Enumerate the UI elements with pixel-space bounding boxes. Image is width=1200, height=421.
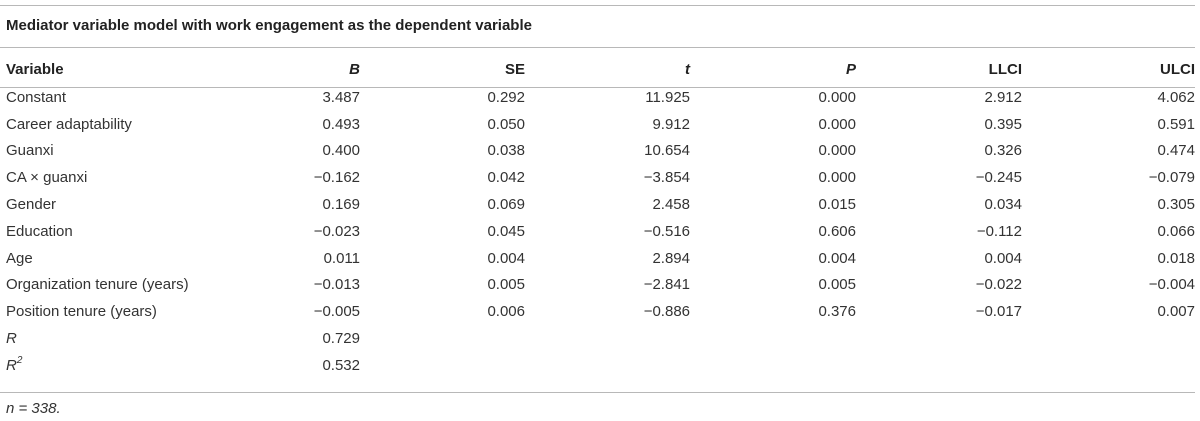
cell-t: −0.886 [643, 303, 690, 321]
top-rule [0, 5, 1195, 6]
column-header-se: SE [504, 60, 525, 78]
cell-llci: −0.112 [976, 222, 1022, 240]
table-row: Age 0.011 0.004 2.894 0.004 0.004 0.018 [0, 245, 1195, 272]
table-row: Constant 3.487 0.292 11.925 0.000 2.912 4.062 [0, 84, 1195, 111]
cell-variable: Career adaptability [6, 115, 132, 133]
table-row: Position tenure (years) −0.005 0.006 −0.886… [0, 298, 1195, 325]
column-header-b: B [349, 60, 360, 78]
table-row: Career adaptability 0.493 0.050 9.912 0.000 0… [0, 111, 1195, 138]
cell-t: 2.458 [652, 196, 690, 214]
cell-variable: Organization tenure (years) [6, 276, 189, 294]
cell-p: 0.000 [818, 169, 856, 187]
cell-ulci: 0.305 [1157, 196, 1195, 214]
cell-llci: −0.017 [975, 303, 1022, 321]
cell-ulci: 4.062 [1157, 88, 1195, 106]
cell-p: 0.606 [818, 222, 856, 240]
cell-llci: −0.245 [975, 169, 1022, 187]
cell-se: 0.005 [487, 276, 525, 294]
table-row: Organization tenure (years) −0.013 0.005 −2… [0, 272, 1195, 299]
column-header-llci: LLCI [988, 60, 1022, 78]
column-header-p: P [845, 60, 856, 78]
cell-se: 0.006 [487, 303, 525, 321]
column-header-variable: Variable [6, 60, 64, 78]
cell-llci: 0.395 [984, 115, 1022, 133]
header-row: Variable B SE t P LLCI ULCI [0, 54, 1195, 84]
cell-se: 0.038 [487, 142, 525, 160]
cell-b: −0.162 [313, 169, 360, 187]
cell-variable: CA × guanxi [6, 169, 88, 187]
table-row-r: R 0.729 [0, 325, 1195, 352]
cell-se: 0.050 [487, 115, 525, 133]
cell-se: 0.069 [487, 196, 525, 214]
cell-se: 0.045 [487, 222, 525, 240]
cell-b: −0.005 [313, 303, 360, 321]
table-row: Gender 0.169 0.069 2.458 0.015 0.034 0.305 [0, 191, 1195, 218]
cell-ulci: 0.066 [1157, 222, 1195, 240]
cell-llci: 0.004 [984, 249, 1022, 267]
cell-llci: −0.022 [975, 276, 1022, 294]
cell-p: 0.005 [818, 276, 856, 294]
cell-b: −0.013 [313, 276, 360, 294]
cell-se: 0.292 [487, 88, 525, 106]
table-caption: Mediator variable model with work engage… [6, 17, 532, 34]
cell-llci: 0.326 [984, 142, 1022, 160]
fit-value-r: 0.729 [322, 330, 360, 348]
cell-variable: Position tenure (years) [6, 303, 157, 321]
cell-b: −0.023 [313, 222, 360, 240]
cell-p: 0.000 [818, 142, 856, 160]
cell-t: 9.912 [652, 115, 690, 133]
cell-p: 0.015 [818, 196, 856, 214]
results-table: Variable B SE t P LLCI ULCI Constant 3.48… [0, 54, 1195, 379]
cell-llci: 2.912 [984, 88, 1022, 106]
caption-rule [0, 47, 1195, 48]
cell-b: 0.169 [322, 196, 360, 214]
cell-p: 0.000 [818, 115, 856, 133]
table-row: Guanxi 0.400 0.038 10.654 0.000 0.326 0.474 [0, 138, 1195, 165]
cell-variable: Age [6, 249, 33, 267]
cell-se: 0.042 [487, 169, 525, 187]
cell-t: 2.894 [652, 249, 690, 267]
cell-variable: Gender [6, 196, 57, 214]
sample-size-footnote: n = 338. [6, 400, 61, 417]
cell-ulci: 0.591 [1157, 115, 1195, 133]
header-rule [0, 87, 1195, 88]
fit-value-r2: 0.532 [322, 356, 360, 374]
cell-b: 3.487 [322, 88, 360, 106]
column-header-ulci: ULCI [1160, 60, 1195, 78]
table-row: Education −0.023 0.045 −0.516 0.606 −0.112 0.0… [0, 218, 1195, 245]
cell-t: −2.841 [643, 276, 690, 294]
cell-se: 0.004 [487, 249, 525, 267]
table-row-r2: R2 0.532 [0, 352, 1195, 379]
cell-llci: 0.034 [984, 196, 1022, 214]
fit-label-r2-exponent: 2 [16, 354, 23, 366]
fit-label-r2: R2 [0, 352, 240, 379]
cell-b: 0.493 [322, 115, 360, 133]
cell-b: 0.400 [322, 142, 360, 160]
cell-p: 0.376 [818, 303, 856, 321]
cell-t: 10.654 [644, 142, 690, 160]
cell-variable: Education [6, 222, 73, 240]
cell-ulci: −0.079 [1148, 169, 1195, 187]
cell-t: −0.516 [643, 222, 690, 240]
bottom-rule [0, 392, 1195, 393]
cell-variable: Constant [6, 88, 67, 106]
cell-ulci: 0.007 [1157, 303, 1195, 321]
cell-p: 0.000 [818, 88, 856, 106]
cell-t: −3.854 [643, 169, 690, 187]
column-header-t: t [685, 60, 690, 78]
cell-ulci: 0.474 [1157, 142, 1195, 160]
cell-t: 11.925 [645, 88, 690, 106]
cell-ulci: −0.004 [1148, 276, 1195, 294]
fit-label-r: R [6, 330, 17, 348]
fit-label-r2-base: R [6, 356, 17, 374]
table-body: Constant 3.487 0.292 11.925 0.000 2.912 4.062 C… [0, 84, 1195, 379]
cell-p: 0.004 [818, 249, 856, 267]
cell-b: 0.011 [323, 249, 360, 267]
cell-ulci: 0.018 [1157, 249, 1195, 267]
table-row: CA × guanxi −0.162 0.042 −3.854 0.000 −0.245 −… [0, 164, 1195, 191]
cell-variable: Guanxi [6, 142, 54, 160]
